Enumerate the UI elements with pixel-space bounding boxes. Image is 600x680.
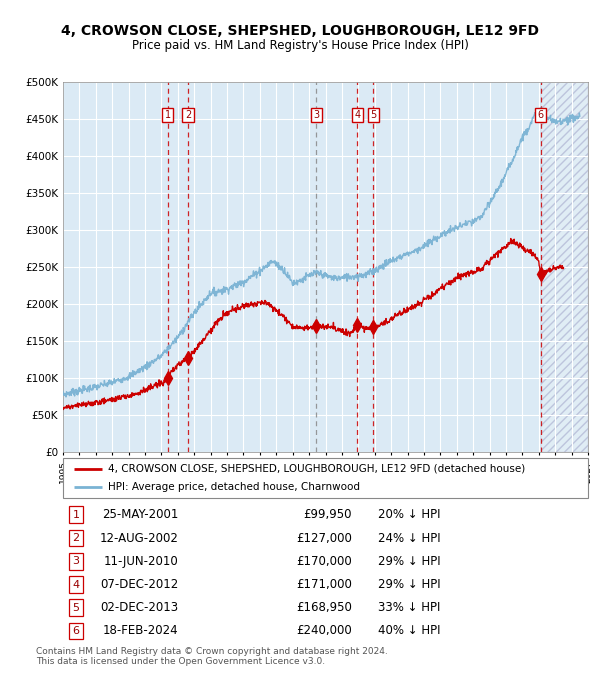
Text: £99,950: £99,950 bbox=[303, 509, 352, 522]
Text: 07-DEC-2012: 07-DEC-2012 bbox=[100, 578, 179, 591]
Text: 1: 1 bbox=[73, 510, 80, 520]
Text: HPI: Average price, detached house, Charnwood: HPI: Average price, detached house, Char… bbox=[107, 482, 359, 492]
Text: £168,950: £168,950 bbox=[296, 601, 352, 614]
Text: £171,000: £171,000 bbox=[296, 578, 352, 591]
Text: 4: 4 bbox=[354, 110, 360, 120]
Bar bbox=[541, 82, 588, 452]
Text: 4: 4 bbox=[73, 579, 80, 590]
Text: 20% ↓ HPI: 20% ↓ HPI bbox=[378, 509, 440, 522]
Text: This data is licensed under the Open Government Licence v3.0.: This data is licensed under the Open Gov… bbox=[36, 657, 325, 666]
Text: £127,000: £127,000 bbox=[296, 532, 352, 545]
Text: 40% ↓ HPI: 40% ↓ HPI bbox=[378, 624, 440, 637]
Text: Contains HM Land Registry data © Crown copyright and database right 2024.: Contains HM Land Registry data © Crown c… bbox=[36, 647, 388, 656]
Text: 33% ↓ HPI: 33% ↓ HPI bbox=[378, 601, 440, 614]
Text: 4, CROWSON CLOSE, SHEPSHED, LOUGHBOROUGH, LE12 9FD (detached house): 4, CROWSON CLOSE, SHEPSHED, LOUGHBOROUGH… bbox=[107, 464, 525, 474]
Text: 18-FEB-2024: 18-FEB-2024 bbox=[103, 624, 179, 637]
Text: 6: 6 bbox=[538, 110, 544, 120]
Text: 12-AUG-2002: 12-AUG-2002 bbox=[100, 532, 179, 545]
Text: 2: 2 bbox=[73, 533, 80, 543]
Text: 3: 3 bbox=[313, 110, 320, 120]
FancyBboxPatch shape bbox=[63, 458, 588, 498]
Text: 4, CROWSON CLOSE, SHEPSHED, LOUGHBOROUGH, LE12 9FD: 4, CROWSON CLOSE, SHEPSHED, LOUGHBOROUGH… bbox=[61, 24, 539, 39]
Bar bbox=[541, 82, 588, 452]
Text: 6: 6 bbox=[73, 626, 80, 636]
Text: 02-DEC-2013: 02-DEC-2013 bbox=[100, 601, 179, 614]
Text: 11-JUN-2010: 11-JUN-2010 bbox=[104, 555, 179, 568]
Text: 3: 3 bbox=[73, 556, 80, 566]
Text: £170,000: £170,000 bbox=[296, 555, 352, 568]
Text: 5: 5 bbox=[73, 602, 80, 613]
Text: £240,000: £240,000 bbox=[296, 624, 352, 637]
Text: 25-MAY-2001: 25-MAY-2001 bbox=[102, 509, 179, 522]
Bar bbox=[541, 82, 588, 452]
Text: 2: 2 bbox=[185, 110, 191, 120]
Text: 5: 5 bbox=[370, 110, 377, 120]
Text: Price paid vs. HM Land Registry's House Price Index (HPI): Price paid vs. HM Land Registry's House … bbox=[131, 39, 469, 52]
Text: 1: 1 bbox=[164, 110, 171, 120]
Text: 29% ↓ HPI: 29% ↓ HPI bbox=[378, 578, 440, 591]
Text: 29% ↓ HPI: 29% ↓ HPI bbox=[378, 555, 440, 568]
Text: 24% ↓ HPI: 24% ↓ HPI bbox=[378, 532, 440, 545]
